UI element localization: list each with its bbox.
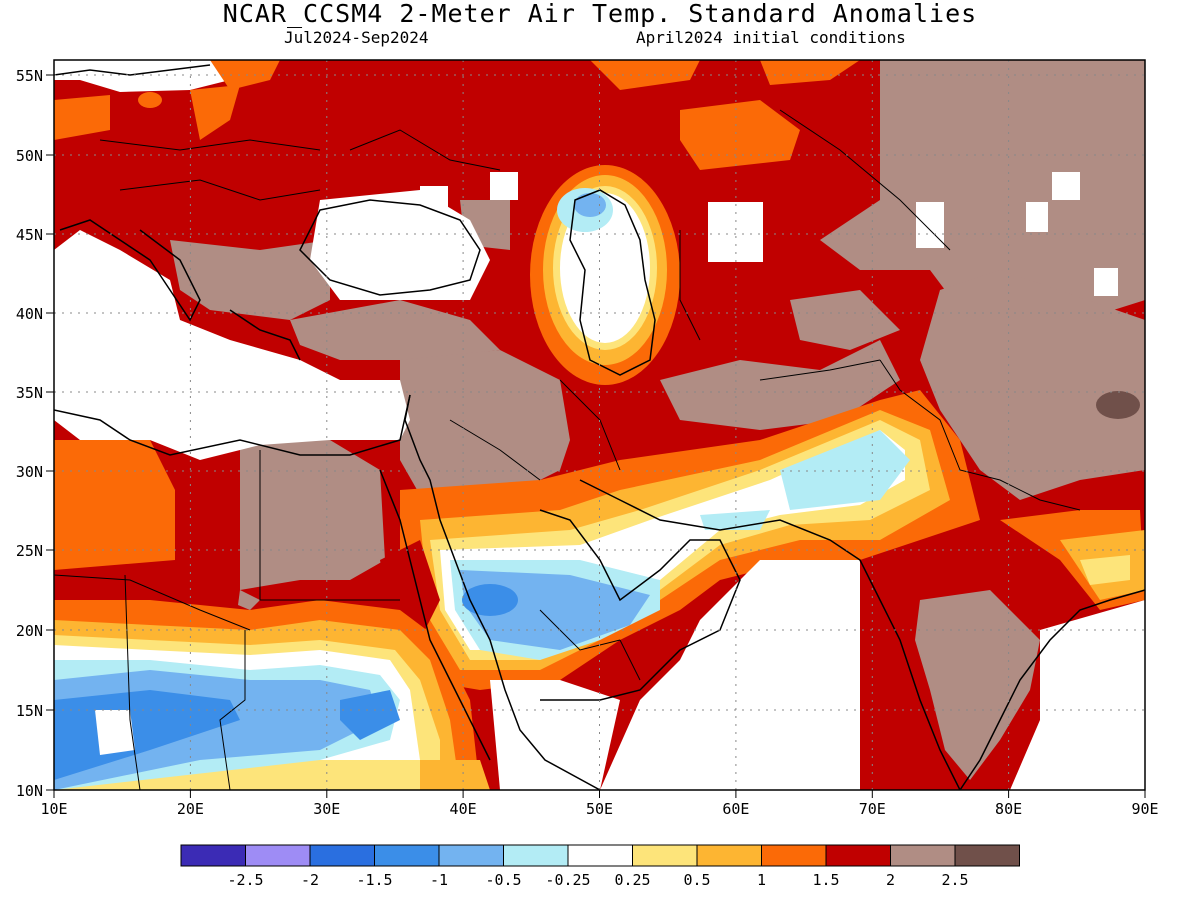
legend-label: 2.5 [941,871,968,889]
field-brown-anatolia [290,300,500,360]
lon-label: 80E [995,800,1022,818]
field-brown-levant-iraq [400,350,570,495]
legend-label: -2 [301,871,319,889]
map-title: NCAR_CCSM4 2-Meter Air Temp. Standard An… [222,0,978,28]
lat-label: 50N [16,147,43,165]
legend-swatch [632,844,698,867]
lat-label: 55N [16,67,43,85]
legend-swatch [696,844,762,867]
legend-label: -0.25 [545,871,590,889]
field-orange-kazakhstan [680,100,800,170]
lat-label: 45N [16,226,43,244]
legend-label: 0.5 [683,871,710,889]
legend-swatch [825,844,891,867]
field-brown-libya [240,440,385,590]
lon-label: 70E [859,800,886,818]
coastlines [54,64,1145,790]
field-white-black-sea [310,190,490,300]
legend-swatch [761,844,827,867]
legend-label: 1.5 [812,871,839,889]
field-brown-balkans [170,240,330,320]
lat-label: 40N [16,305,43,323]
field-brown-iran-east [660,340,900,430]
field-white-horn [490,680,620,790]
legend-swatch [245,844,311,867]
field-white-mediterranean [54,230,410,460]
legend-label: -0.5 [485,871,521,889]
legend-swatch [503,844,569,867]
lon-label: 40E [450,800,477,818]
lat-label: 15N [16,702,43,720]
legend-swatch [374,844,440,867]
field-brown-central-asia [790,290,900,350]
lat-label: 30N [16,463,43,481]
anomaly-field [54,60,1145,790]
legend-label: -1.5 [356,871,392,889]
lat-labels: 10N 15N 20N 25N 30N 35N 40N 45N 50N 55N [16,67,43,800]
field-orange-sahara [54,440,175,570]
lon-label: 60E [722,800,749,818]
legend-swatch [309,844,375,867]
field-orange-north-sea [54,95,110,140]
legend-swatch [954,844,1020,867]
initial-conditions: April2024 initial conditions [636,28,906,47]
legend-swatch [567,844,633,867]
legend-swatch [438,844,504,867]
legend-label: 2 [886,871,895,889]
lat-label: 25N [16,542,43,560]
tick-marks [46,74,1146,798]
lon-labels: 10E 20E 30E 40E 50E 60E 70E 80E 90E [40,800,1158,818]
lon-label: 90E [1131,800,1158,818]
legend-label: -1 [430,871,448,889]
field-darkbrown-spot [1096,391,1140,419]
legend-swatch [890,844,956,867]
field-lightblue-pakistan [780,430,910,510]
lon-label: 10E [40,800,67,818]
legend-label: 1 [757,871,766,889]
lon-label: 50E [586,800,613,818]
field-brown-northeast [820,60,1145,330]
lon-label: 30E [313,800,340,818]
gridlines [54,60,1145,790]
valid-period: Jul2024-Sep2024 [284,28,429,47]
field-brown-tibet [920,270,1145,500]
lat-label: 10N [16,782,43,800]
lat-label: 35N [16,384,43,402]
field-white-arabian-sea [600,560,860,790]
legend-labels: -2.5 -2 -1.5 -1 -0.5 -0.25 0.25 0.5 1 1.… [227,871,968,889]
color-legend [180,844,1020,867]
legend-label: -2.5 [227,871,263,889]
lon-label: 20E [177,800,204,818]
borders [54,109,1081,790]
field-blue-arabia [462,584,518,616]
legend-label: 0.25 [614,871,650,889]
lat-label: 20N [16,622,43,640]
legend-swatch [180,844,246,867]
